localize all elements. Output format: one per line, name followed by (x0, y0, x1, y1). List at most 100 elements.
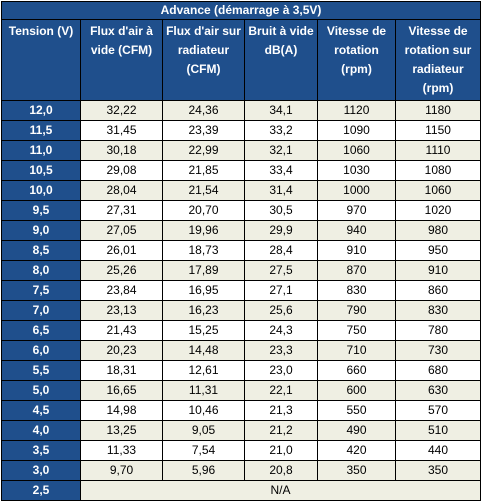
table-row: 12,0 32,22 24,36 34,1 1120 1180 (1, 100, 481, 121)
table-row: 3,0 9,70 5,96 20,8 350 350 (1, 460, 481, 481)
cell-airflow-radiator: 23,39 (162, 120, 245, 141)
cell-airflow-radiator: 15,25 (162, 320, 245, 341)
cell-tension: 5,5 (1, 360, 81, 381)
cell-speed: 970 (317, 200, 396, 221)
cell-noise: 27,1 (244, 280, 318, 301)
column-header-noise: Bruit à vide dB(A) (244, 19, 318, 101)
cell-speed-radiator: 570 (394, 400, 481, 421)
table-row: 6,5 21,43 15,25 24,3 750 780 (1, 320, 481, 341)
table-row: 8,0 25,26 17,89 27,5 870 910 (1, 260, 481, 281)
cell-noise: 21,3 (244, 400, 318, 421)
column-header-speed: Vitesse de rotation (rpm) (317, 19, 396, 101)
cell-noise: 30,5 (244, 200, 318, 221)
cell-airflow-radiator: 24,36 (162, 100, 245, 121)
cell-tension: 9,0 (1, 220, 81, 241)
cell-noise: 24,3 (244, 320, 318, 341)
cell-speed: 790 (317, 300, 396, 321)
cell-speed-radiator: 730 (394, 340, 481, 361)
table-row: 4,5 14,98 10,46 21,3 550 570 (1, 400, 481, 421)
cell-speed: 1120 (317, 100, 396, 121)
table-row: 11,5 31,45 23,39 33,2 1090 1150 (1, 120, 481, 141)
column-header-airflow-radiator: Flux d'air sur radiateur (CFM) (162, 19, 245, 101)
cell-airflow-free: 29,08 (80, 160, 163, 181)
cell-speed: 490 (317, 420, 396, 441)
cell-airflow-free: 14,98 (80, 400, 163, 421)
table-row: 7,5 23,84 16,95 27,1 830 860 (1, 280, 481, 301)
cell-tension: 9,5 (1, 200, 81, 221)
cell-speed-radiator: 860 (394, 280, 481, 301)
cell-airflow-free: 31,45 (80, 120, 163, 141)
cell-airflow-radiator: 17,89 (162, 260, 245, 281)
cell-airflow-free: 23,84 (80, 280, 163, 301)
cell-speed: 350 (317, 460, 396, 481)
cell-airflow-radiator: 18,73 (162, 240, 245, 261)
table-row: 5,5 18,31 12,61 23,0 660 680 (1, 360, 481, 381)
cell-speed-radiator: 830 (394, 300, 481, 321)
cell-noise: 20,8 (244, 460, 318, 481)
table-row: 8,5 26,01 18,73 28,4 910 950 (1, 240, 481, 261)
cell-tension: 8,0 (1, 260, 81, 281)
cell-noise: 27,5 (244, 260, 318, 281)
cell-speed-radiator: 1060 (394, 180, 481, 201)
cell-speed: 660 (317, 360, 396, 381)
cell-airflow-free: 27,31 (80, 200, 163, 221)
cell-noise: 22,1 (244, 380, 318, 401)
cell-speed: 830 (317, 280, 396, 301)
cell-airflow-free: 30,18 (80, 140, 163, 161)
column-header-tension: Tension (V) (1, 19, 81, 101)
cell-not-available: N/A (79, 480, 481, 501)
cell-tension: 2,5 (1, 480, 81, 501)
cell-airflow-free: 11,33 (80, 440, 163, 461)
cell-airflow-free: 20,23 (80, 340, 163, 361)
table-row: 3,5 11,33 7,54 21,0 420 440 (1, 440, 481, 461)
cell-noise: 25,6 (244, 300, 318, 321)
cell-airflow-free: 28,04 (80, 180, 163, 201)
cell-airflow-free: 16,65 (80, 380, 163, 401)
table-row: 10,0 28,04 21,54 31,4 1000 1060 (1, 180, 481, 201)
cell-airflow-free: 32,22 (80, 100, 163, 121)
cell-airflow-radiator: 12,61 (162, 360, 245, 381)
cell-speed: 940 (317, 220, 396, 241)
cell-speed: 420 (317, 440, 396, 461)
cell-tension: 10,0 (1, 180, 81, 201)
cell-speed: 550 (317, 400, 396, 421)
cell-tension: 12,0 (1, 100, 81, 121)
cell-airflow-radiator: 16,23 (162, 300, 245, 321)
cell-tension: 3,0 (1, 460, 81, 481)
cell-noise: 29,9 (244, 220, 318, 241)
table-row: 9,0 27,05 19,96 29,9 940 980 (1, 220, 481, 241)
cell-tension: 5,0 (1, 380, 81, 401)
cell-speed-radiator: 780 (394, 320, 481, 341)
cell-speed: 910 (317, 240, 396, 261)
cell-speed-radiator: 630 (394, 380, 481, 401)
cell-airflow-radiator: 5,96 (162, 460, 245, 481)
cell-speed-radiator: 510 (394, 420, 481, 441)
cell-speed: 600 (317, 380, 396, 401)
cell-tension: 8,5 (1, 240, 81, 261)
cell-tension: 7,0 (1, 300, 81, 321)
cell-airflow-free: 23,13 (80, 300, 163, 321)
cell-speed-radiator: 1150 (394, 120, 481, 141)
cell-speed-radiator: 1080 (394, 160, 481, 181)
cell-speed-radiator: 1020 (394, 200, 481, 221)
cell-speed: 1030 (317, 160, 396, 181)
cell-tension: 6,0 (1, 340, 81, 361)
cell-airflow-radiator: 9,05 (162, 420, 245, 441)
cell-noise: 23,3 (244, 340, 318, 361)
cell-noise: 32,1 (244, 140, 318, 161)
column-header-airflow-free: Flux d'air à vide (CFM) (80, 19, 163, 101)
cell-speed: 1090 (317, 120, 396, 141)
table-row: 9,5 27,31 20,70 30,5 970 1020 (1, 200, 481, 221)
table-row: 7,0 23,13 16,23 25,6 790 830 (1, 300, 481, 321)
cell-tension: 4,0 (1, 420, 81, 441)
table-title: Advance (démarrage à 3,5V) (0, 1, 481, 20)
table-row: 10,5 29,08 21,85 33,4 1030 1080 (1, 160, 481, 181)
cell-airflow-radiator: 19,96 (162, 220, 245, 241)
cell-noise: 21,2 (244, 420, 318, 441)
cell-speed: 1060 (317, 140, 396, 161)
table-row: 5,0 16,65 11,31 22,1 600 630 (1, 380, 481, 401)
cell-airflow-radiator: 10,46 (162, 400, 245, 421)
cell-airflow-free: 9,70 (80, 460, 163, 481)
cell-tension: 6,5 (1, 320, 81, 341)
